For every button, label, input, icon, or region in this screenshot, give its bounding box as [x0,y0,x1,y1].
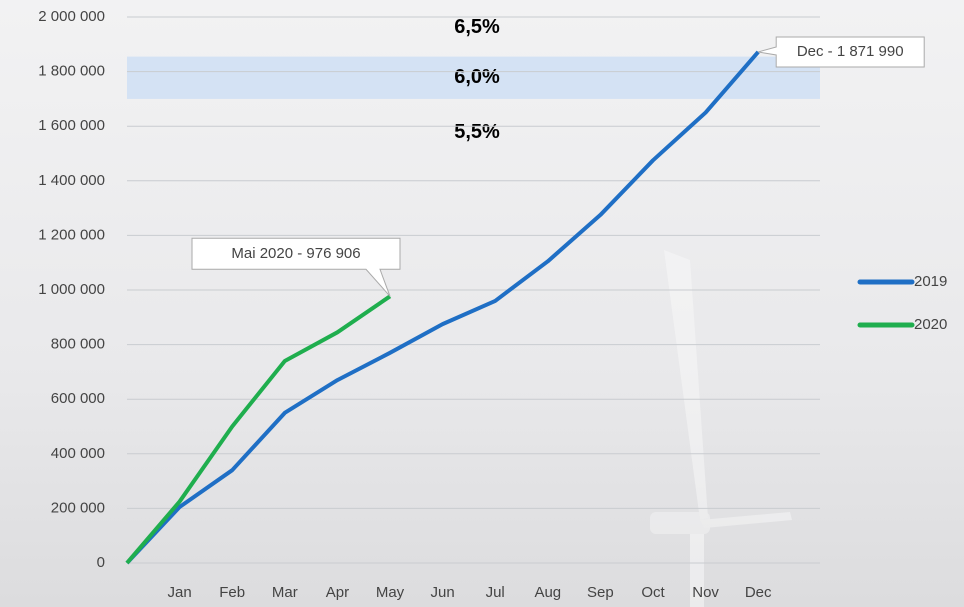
callout-label: Mai 2020 - 976 906 [231,245,360,262]
x-tick-label: Apr [326,584,349,601]
y-tick-label: 1 200 000 [38,226,105,243]
y-tick-label: 600 000 [51,390,105,407]
legend-label: 2019 [914,273,947,290]
chart: 6,5% 6,0% 5,5% 0 200 000 400 000 600 000 800 00… [0,0,964,607]
y-tick-label: 0 [97,554,105,571]
x-tick-label: Sep [587,584,614,601]
x-tick-label: Dec [745,584,772,601]
callout-label: Dec - 1 871 990 [797,43,904,60]
x-tick-label: May [376,584,405,601]
callout: Dec - 1 871 990 [758,37,924,67]
y-tick-label: 200 000 [51,499,105,516]
y-tick-label: 800 000 [51,336,105,353]
y-tick-label: 1 000 000 [38,281,105,298]
x-tick-label: Feb [219,584,245,601]
x-tick-label: Nov [692,584,719,601]
x-tick-label: Mar [272,584,298,601]
legend-label: 2020 [914,316,947,333]
y-tick-label: 1 400 000 [38,172,105,189]
band-label: 6,5% [454,16,500,38]
band-label: 5,5% [454,121,500,143]
x-tick-label: Jan [168,584,192,601]
x-tick-label: Oct [641,584,665,601]
band-label: 6,0% [454,66,500,88]
x-tick-label: Jun [431,584,455,601]
x-tick-label: Jul [486,584,505,601]
y-tick-label: 1 800 000 [38,63,105,80]
y-tick-label: 2 000 000 [38,8,105,25]
y-tick-label: 400 000 [51,445,105,462]
y-tick-label: 1 600 000 [38,117,105,134]
x-tick-label: Aug [534,584,561,601]
